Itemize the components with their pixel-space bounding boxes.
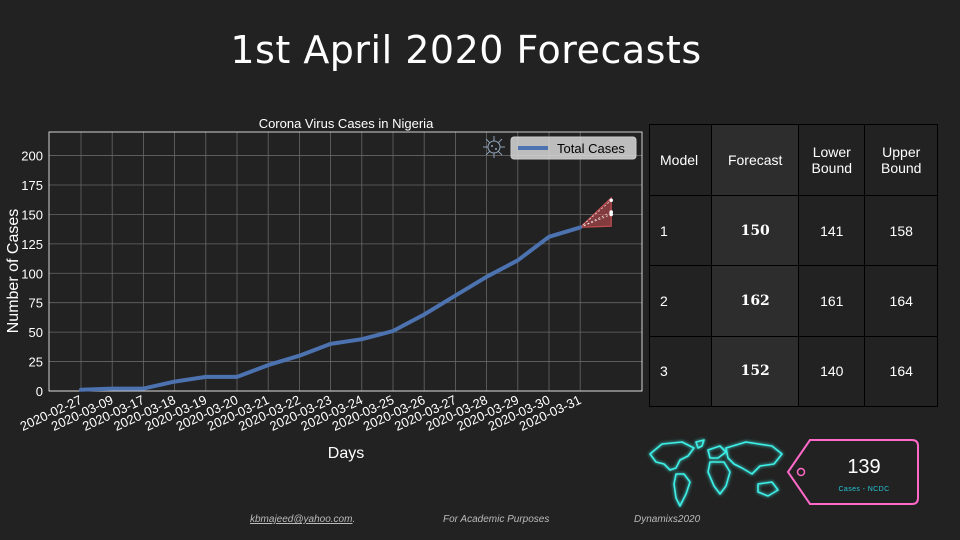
y-tick-label: 125 xyxy=(21,237,43,252)
y-tick-label: 150 xyxy=(21,207,43,222)
cell-lower-bound: 141 xyxy=(798,194,866,267)
forecast-band xyxy=(578,196,612,229)
y-tick-label: 100 xyxy=(21,266,43,281)
cell-model: 3 xyxy=(648,335,713,408)
y-axis-label: Number of Cases xyxy=(5,209,22,334)
table-row: 2 162 161 164 xyxy=(648,265,938,337)
cell-upper-bound: 158 xyxy=(864,194,938,267)
footer-email: kbmajeed@yahoo.com. xyxy=(250,514,355,525)
header-model: Model xyxy=(648,124,713,196)
forecast-point xyxy=(609,198,613,203)
y-tick-label: 175 xyxy=(21,178,43,193)
line-chart: Corona Virus Cases in Nigeria 0 25 50 75 100… xyxy=(5,116,643,462)
table-row: 1 150 141 158 xyxy=(648,194,938,267)
chart-grid xyxy=(49,132,642,392)
footer-brand: Dynamixs2020 xyxy=(634,514,701,525)
header-upper-bound: Upper Bound xyxy=(864,124,938,196)
cell-lower-bound: 161 xyxy=(798,265,866,337)
y-tick-label: 50 xyxy=(29,325,43,340)
footer-purpose: For Academic Purposes xyxy=(443,514,550,525)
header-lower-bound: Lower Bound xyxy=(798,124,866,196)
legend-label: Total Cases xyxy=(557,141,625,156)
world-map-icon xyxy=(649,439,783,507)
cell-lower-bound: 140 xyxy=(798,335,866,408)
cell-forecast: 150 xyxy=(711,194,800,267)
forecast-table: Model Forecast Lower Bound Upper Bound 1… xyxy=(648,124,938,408)
plot-frame xyxy=(48,131,643,392)
table-row: 3 152 140 164 xyxy=(648,335,938,408)
cell-upper-bound: 164 xyxy=(864,265,938,337)
cell-model: 1 xyxy=(648,194,713,267)
slide-title: 1st April 2020 Forecasts xyxy=(230,28,702,72)
cell-forecast: 162 xyxy=(711,265,800,337)
forecast-path xyxy=(580,211,612,228)
cell-forecast: 152 xyxy=(711,335,800,408)
email-link[interactable]: kbmajeed@yahoo.com xyxy=(250,514,353,525)
email-suffix: . xyxy=(352,514,356,525)
chart-title: Corona Virus Cases in Nigeria xyxy=(259,116,434,131)
table-header-row: Model Forecast Lower Bound Upper Bound xyxy=(648,124,938,196)
forecast-path xyxy=(579,199,612,228)
cell-upper-bound: 164 xyxy=(864,335,938,408)
x-axis-label: Days xyxy=(328,445,364,462)
y-tick-label: 200 xyxy=(21,149,43,164)
legend-box xyxy=(510,136,637,160)
y-tick-label: 25 xyxy=(29,355,43,370)
forecast-fan xyxy=(578,196,613,229)
x-axis: 2020-02-272020-03-092020-03-172020-03-18… xyxy=(18,392,584,434)
cell-model: 2 xyxy=(648,265,713,337)
header-forecast: Forecast xyxy=(711,124,800,196)
forecast-point xyxy=(609,210,613,214)
series-line-total-cases xyxy=(79,225,583,392)
y-tick-label: 75 xyxy=(29,296,43,311)
y-axis: 0 25 50 75 100 125 150 175 200 xyxy=(21,149,43,399)
case-count-tag xyxy=(786,439,919,505)
case-count-label: Cases - NCDC xyxy=(838,486,890,493)
case-count-value: 139 xyxy=(847,456,881,478)
y-tick-label: 0 xyxy=(36,384,43,399)
legend: Total Cases xyxy=(483,136,637,160)
virus-icon xyxy=(483,136,505,158)
forecast-table-container: Model Forecast Lower Bound Upper Bound 1… xyxy=(648,124,938,408)
